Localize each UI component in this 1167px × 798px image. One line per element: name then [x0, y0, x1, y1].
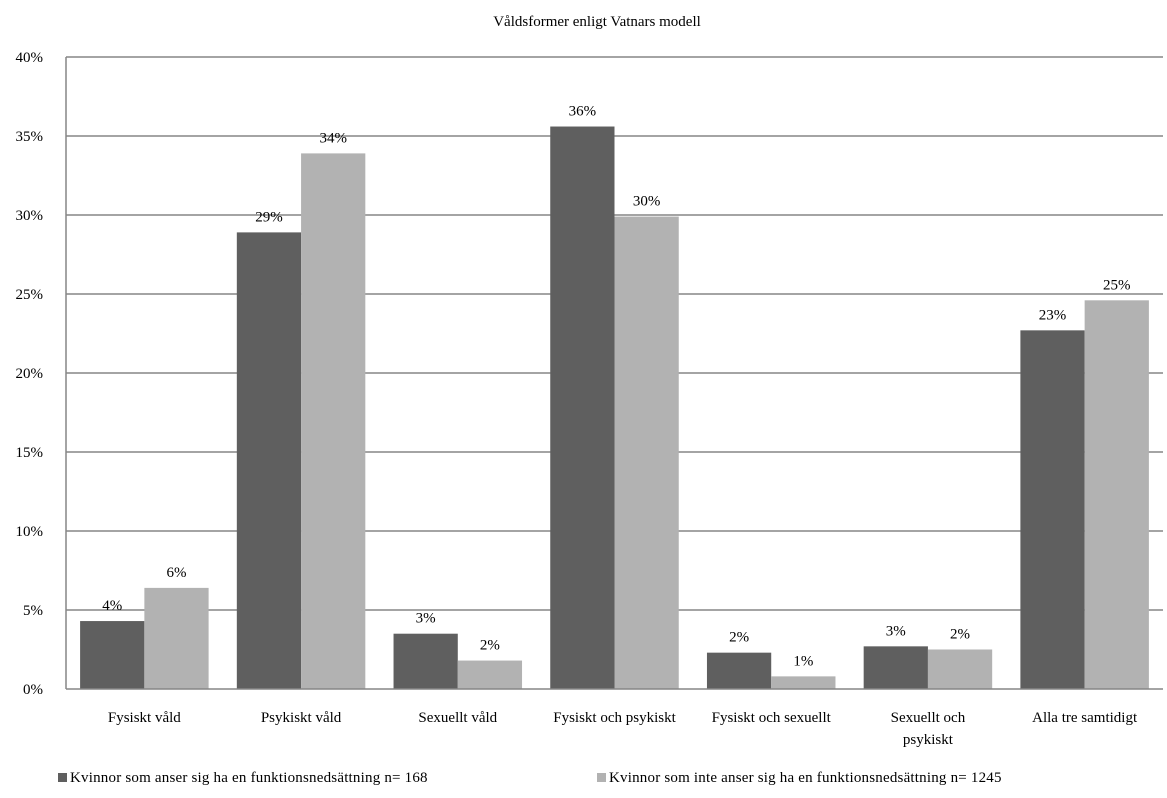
bar: [863, 646, 928, 689]
y-tick-label: 10%: [16, 524, 44, 540]
x-tick-label: Sexuellt våld: [418, 710, 497, 726]
data-label: 30%: [633, 194, 661, 210]
legend-swatch-dark: [58, 773, 67, 782]
bar: [80, 621, 145, 689]
bar: [457, 660, 523, 689]
y-tick-label: 40%: [16, 50, 44, 66]
x-tick-label: Sexuellt och psykiskt: [891, 710, 966, 748]
x-tick-label: Alla tre samtidigt: [1032, 710, 1138, 726]
y-tick-label: 5%: [23, 603, 43, 619]
data-label: 3%: [886, 623, 906, 639]
data-label: 23%: [1039, 307, 1067, 323]
legend-label: Kvinnor som inte anser sig ha en funktio…: [609, 770, 1002, 786]
legend-label: Kvinnor som anser sig ha en funktionsned…: [70, 770, 428, 786]
bar: [301, 153, 366, 689]
y-axis-ticks: 0% 5% 10% 15% 20% 25% 30% 35% 40%: [16, 50, 44, 698]
legend: Kvinnor som anser sig ha en funktionsned…: [0, 770, 1167, 792]
data-label: 6%: [166, 565, 186, 581]
y-tick-label: 20%: [16, 366, 44, 382]
data-label: 3%: [416, 611, 436, 627]
x-axis-ticks: Fysiskt våld Psykiskt våld Sexuellt våld Fy…: [108, 710, 1138, 748]
bar: [614, 216, 679, 689]
bar: [144, 587, 209, 689]
chart-title: Våldsformer enligt Vatnars modell: [493, 14, 701, 30]
x-tick-label: Fysiskt och sexuellt: [712, 710, 832, 726]
data-label: 36%: [569, 104, 597, 120]
bar: [1084, 300, 1149, 689]
y-tick-label: 0%: [23, 682, 43, 698]
bar: [393, 633, 458, 689]
legend-item-without-disability: Kvinnor som inte anser sig ha en funktio…: [597, 770, 1002, 787]
x-tick-label: Psykiskt våld: [261, 710, 342, 726]
bar: [1020, 330, 1085, 689]
bar: [550, 126, 615, 689]
legend-swatch-light: [597, 773, 606, 782]
data-label: 2%: [729, 630, 749, 646]
bar: [236, 232, 302, 689]
y-tick-label: 25%: [16, 287, 44, 303]
data-label: 1%: [793, 653, 813, 669]
bar: [771, 676, 836, 689]
data-label: 2%: [480, 638, 500, 654]
data-labels: 4% 6% 29% 34% 3% 2% 36% 30% 2% 1% 3% 2% 23% 25%: [102, 104, 1130, 670]
data-label: 34%: [319, 130, 347, 146]
bar: [706, 652, 772, 689]
data-label: 29%: [255, 209, 283, 225]
x-tick-label: Fysiskt och psykiskt: [553, 710, 676, 726]
data-label: 25%: [1103, 277, 1131, 293]
data-label: 2%: [950, 627, 970, 643]
y-tick-label: 15%: [16, 445, 44, 461]
bar: [927, 649, 993, 689]
y-tick-label: 30%: [16, 208, 44, 224]
y-tick-label: 35%: [16, 129, 44, 145]
legend-item-with-disability: Kvinnor som anser sig ha en funktionsned…: [58, 770, 428, 787]
data-label: 4%: [102, 598, 122, 614]
x-tick-label: Fysiskt våld: [108, 710, 181, 726]
bars: [80, 126, 1149, 689]
